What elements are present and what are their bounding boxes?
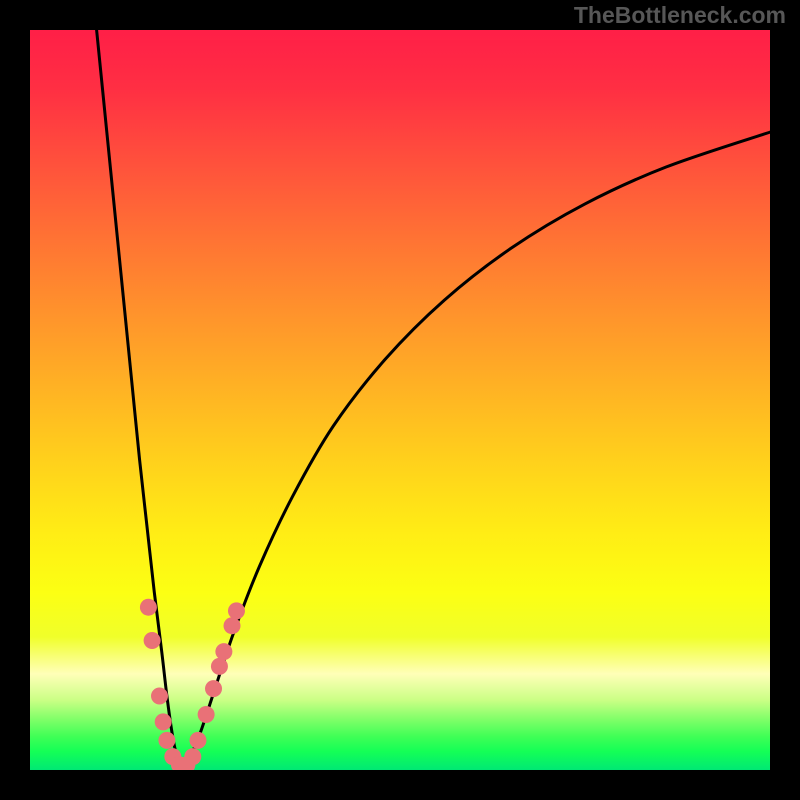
chart-container: { "watermark": { "text": "TheBottleneck.… [0,0,800,800]
watermark-text: TheBottleneck.com [574,2,786,29]
border-rect [15,15,785,785]
outer-border [0,0,800,800]
